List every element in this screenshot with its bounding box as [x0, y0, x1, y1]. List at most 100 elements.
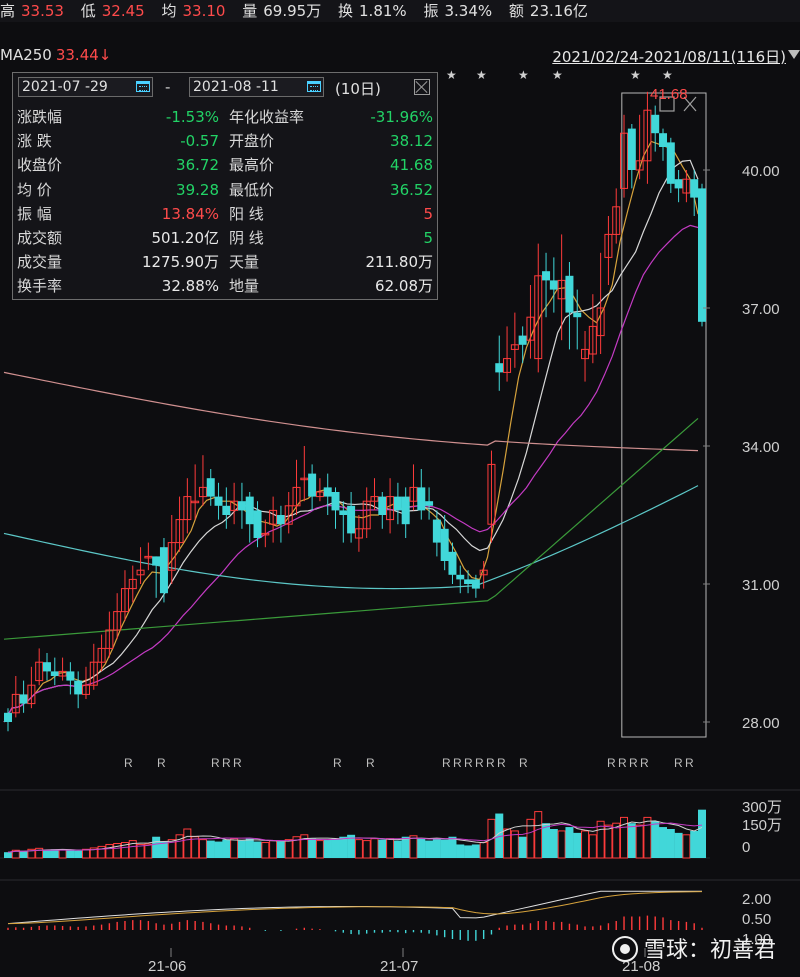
r-marker: R: [685, 756, 694, 770]
volume-bar: [74, 850, 83, 858]
volume-bar: [315, 840, 324, 859]
volume-bar: [269, 840, 278, 859]
r-marker: R: [607, 756, 616, 770]
r-marker: R: [640, 756, 649, 770]
candle-body: [276, 515, 285, 525]
candle-body: [105, 629, 114, 649]
star-marker: ★: [518, 68, 529, 82]
stat-value: 38.12: [390, 132, 433, 151]
candlesticks[interactable]: [4, 91, 706, 732]
stat-value: -31.96%: [370, 108, 433, 126]
high-stat: 高 33.53: [0, 2, 64, 20]
volume-bar: [347, 834, 356, 858]
volume-bar: [557, 830, 566, 859]
candle-body: [159, 547, 168, 594]
stat-row: 成交量 1275.90万 天量 211.80万: [13, 250, 437, 274]
candle-body: [198, 486, 207, 498]
volume-bar: [393, 840, 402, 858]
candle-body: [386, 496, 395, 521]
candle-body: [206, 478, 215, 497]
stat-value: 501.20亿: [151, 229, 220, 247]
volume-bar: [386, 838, 395, 859]
r-marker: R: [211, 756, 220, 770]
candle-body: [627, 128, 636, 170]
volume-bar: [167, 839, 176, 859]
candle-body: [362, 500, 371, 530]
stat-label: 地量: [229, 277, 260, 296]
candle-body: [175, 519, 184, 544]
day-count: (10日): [335, 80, 381, 98]
macd-panel: 2.00 0.50 1.00: [7, 890, 771, 948]
volume-bar: [19, 851, 28, 858]
volume-bar: [97, 845, 106, 859]
dropdown-triangle-icon[interactable]: [788, 50, 800, 59]
volume-bar: [323, 839, 332, 858]
end-date-field[interactable]: 2021-08 -11: [189, 77, 324, 97]
candle-body: [698, 188, 706, 322]
calendar-icon[interactable]: [307, 81, 321, 92]
volume-bar: [698, 809, 706, 858]
volume-bar: [581, 830, 590, 859]
close-icon[interactable]: [414, 79, 430, 95]
volume-bar: [113, 843, 122, 859]
x-tick-label: 21-06: [148, 958, 186, 975]
candle-body: [659, 133, 668, 147]
candle-body: [120, 588, 129, 613]
candle-body: [526, 316, 535, 341]
calendar-icon[interactable]: [136, 81, 150, 92]
stat-value: 41.68: [390, 156, 433, 175]
volume-bar: [464, 845, 473, 858]
volume-bar: [620, 816, 629, 859]
start-date-field[interactable]: 2021-07 -29: [18, 77, 153, 97]
volume-bar: [651, 821, 660, 858]
candle-body: [370, 496, 379, 502]
amplitude-stat: 振 3.34%: [423, 2, 493, 20]
xueqiu-watermark: 雪球：初善君: [612, 932, 776, 964]
candle-body: [471, 579, 480, 589]
candle-body: [479, 569, 488, 576]
candle-body: [284, 505, 293, 525]
candle-body: [113, 611, 122, 631]
volume-bar: [643, 816, 652, 859]
date-range-link[interactable]: 2021/02/24-2021/08/11(116日): [552, 48, 786, 66]
end-date-text: 2021-08 -11: [193, 79, 279, 95]
volume-bar: [35, 847, 44, 859]
candle-body: [573, 312, 582, 318]
stat-label: 天量: [229, 253, 260, 272]
candle-body: [300, 477, 309, 481]
avg-stat: 均 33.10: [161, 2, 226, 20]
volume-bar: [230, 838, 239, 859]
candle-body: [674, 179, 683, 189]
maximize-icon: [659, 96, 675, 112]
candle-body: [503, 358, 512, 373]
selection-range-box[interactable]: [621, 92, 707, 738]
volume-bar: [549, 829, 558, 858]
x-tick-label: 21-08: [622, 958, 660, 975]
volume-bar: [245, 838, 254, 858]
candle-body: [378, 496, 387, 515]
volume-bar: [120, 842, 129, 859]
volume-bar: [674, 832, 683, 858]
stat-value: 211.80万: [365, 253, 434, 272]
stat-value: 5: [423, 204, 433, 223]
candle-body: [11, 693, 20, 714]
candle-body: [269, 509, 278, 525]
stat-label: 年化收益率: [229, 108, 305, 126]
candle-body: [456, 574, 465, 580]
stat-label: 最低价: [229, 180, 275, 199]
candle-body: [237, 501, 246, 511]
candle-body: [581, 348, 590, 360]
volume-bar: [105, 843, 114, 859]
candle-body: [510, 344, 519, 350]
volume-bar: [81, 848, 90, 859]
candle-body: [464, 579, 473, 584]
candle-body: [401, 496, 410, 525]
volume-bar: [144, 843, 153, 859]
candle-body: [128, 578, 137, 590]
volume-bar: [128, 840, 137, 859]
candle-body: [596, 307, 605, 337]
r-marker: R: [674, 756, 683, 770]
stat-row: 换手率 32.88% 地量 62.08万: [13, 274, 437, 298]
stat-label: 振 幅: [17, 204, 52, 223]
